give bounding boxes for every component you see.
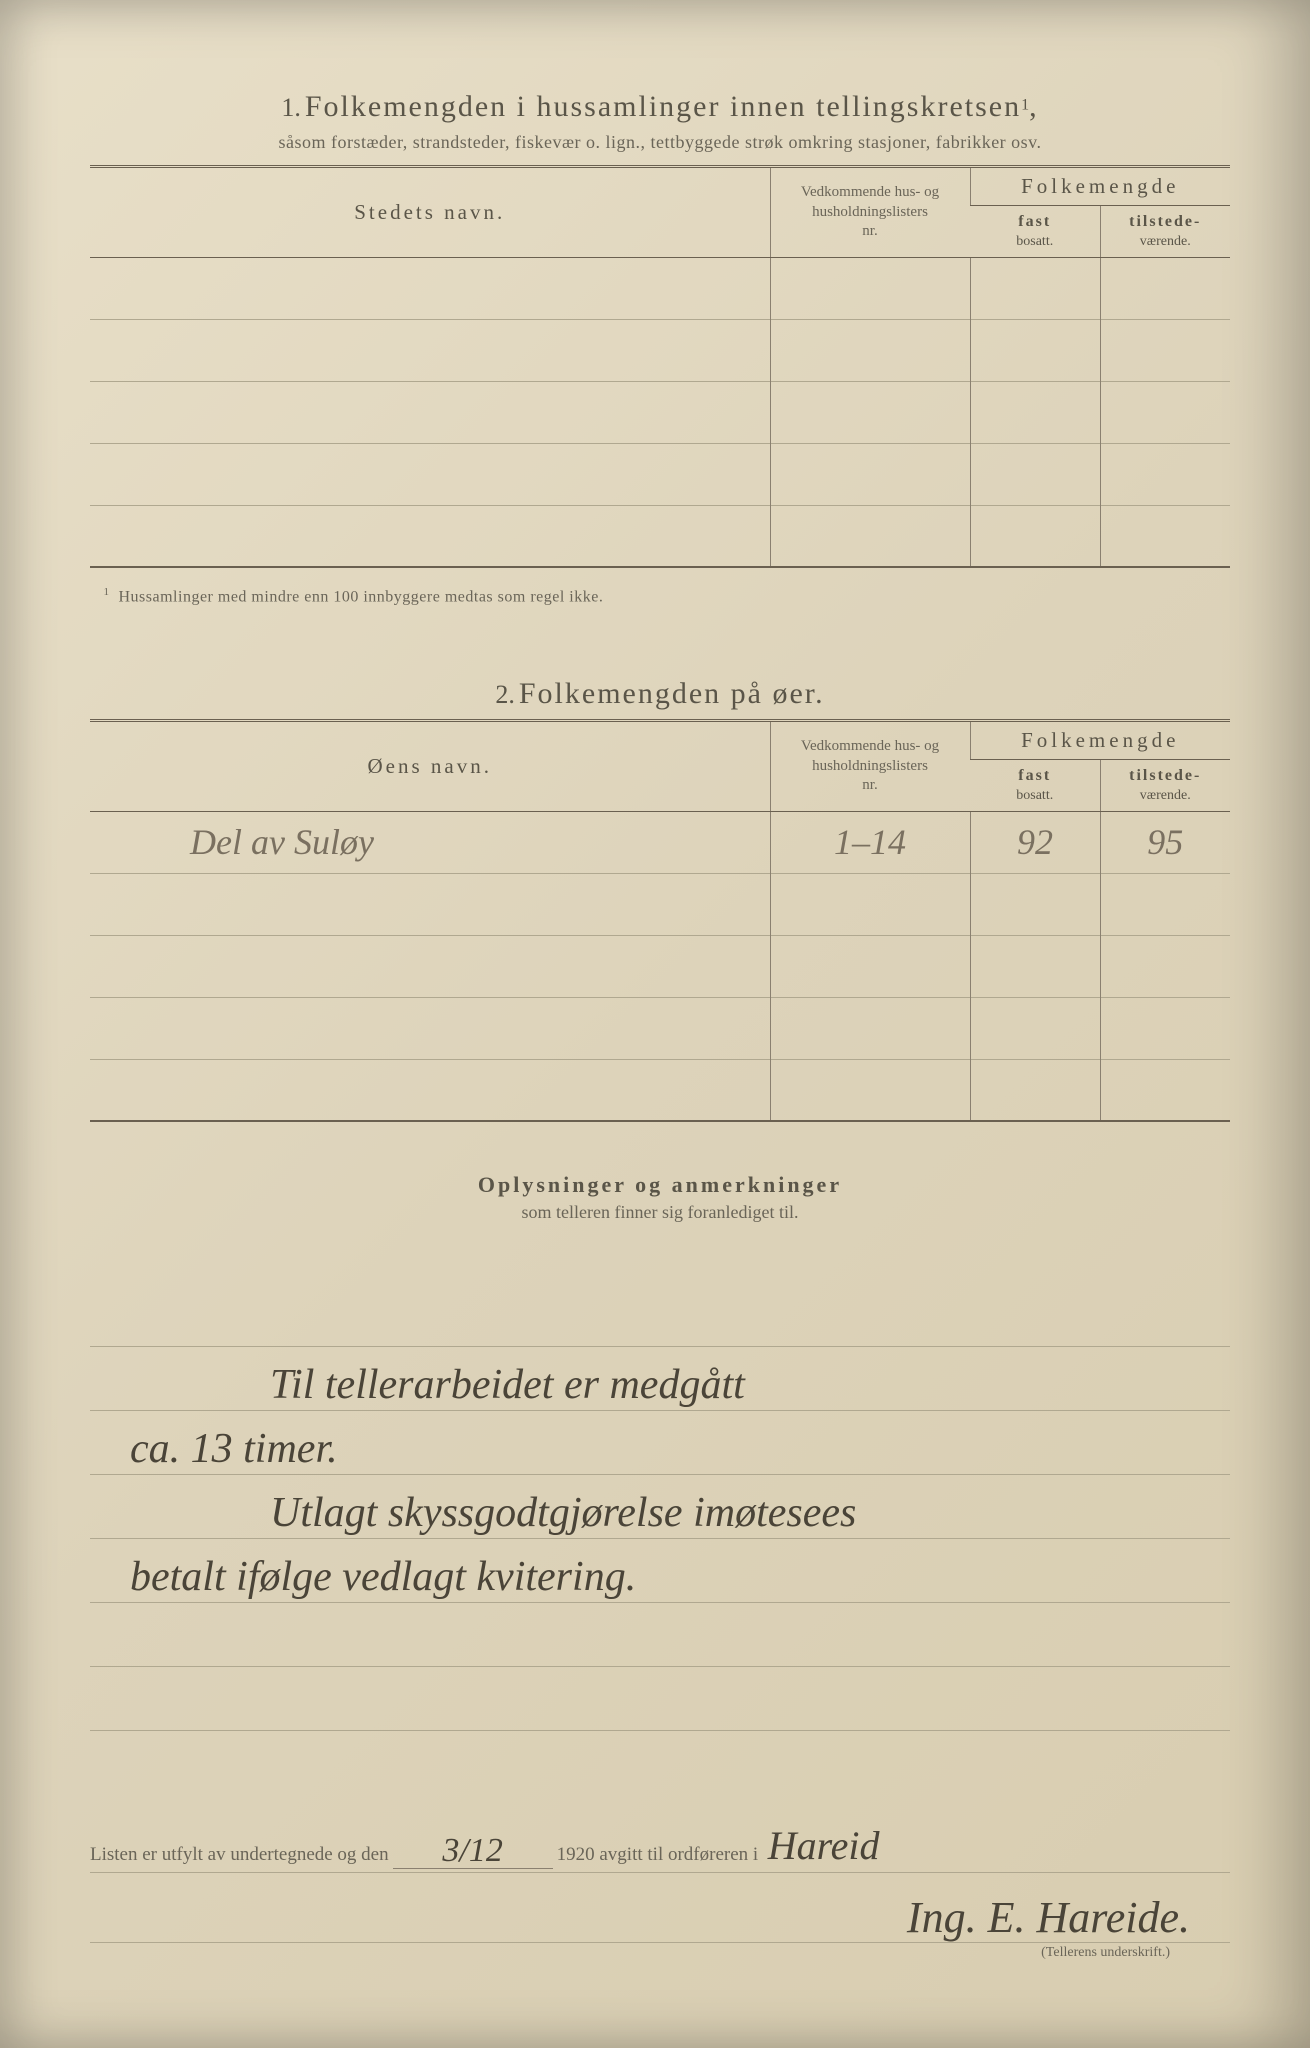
tilstede-sub: værende. <box>1140 234 1191 249</box>
fast2-label: fast <box>1018 767 1051 784</box>
section2-title: 2. Folkemengden på øer. <box>90 677 1230 711</box>
tilstede2-label: tilstede- <box>1129 767 1201 784</box>
table-row <box>90 1059 1230 1121</box>
signature: Ing. E. Hareide. <box>907 1896 1230 1940</box>
signature-caption: (Tellerens underskrift.) <box>90 1945 1230 1961</box>
col-vedkommende: Vedkommende hus- og husholdningslisters … <box>770 167 970 258</box>
section1-table: Stedets navn. Vedkommende hus- og hushol… <box>90 165 1230 568</box>
tilstede-label: tilstede- <box>1129 213 1201 230</box>
section1-title: 1. Folkemengden i hussamlinger innen tel… <box>90 90 1230 124</box>
section1-num: 1. <box>281 93 301 122</box>
col-fast: fast bosatt. <box>970 206 1100 258</box>
ruled-line <box>90 1667 1230 1731</box>
footnote-text: Hussamlinger med mindre enn 100 innbygge… <box>119 589 604 606</box>
table-row <box>90 505 1230 567</box>
remark-line-4: betalt ifølge vedlagt kvitering. <box>130 1556 636 1598</box>
table-row <box>90 935 1230 997</box>
vedk-l2: husholdningslisters <box>812 204 928 220</box>
footer-line: Listen er utfylt av undertegnede og den … <box>90 1803 1230 1873</box>
vedk-l1: Vedkommende hus- og <box>801 184 939 200</box>
signature-row: Ing. E. Hareide. <box>90 1873 1230 1943</box>
table-row <box>90 319 1230 381</box>
ruled-line <box>90 1603 1230 1667</box>
row-nr: 1–14 <box>770 811 970 873</box>
section1-comma: , <box>1029 90 1039 123</box>
col-fast2: fast bosatt. <box>970 759 1100 811</box>
document-page: 1. Folkemengden i hussamlinger innen tel… <box>0 0 1310 2048</box>
footer-text1: Listen er utfylt av undertegnede og den <box>90 1844 389 1866</box>
fast-sub: bosatt. <box>1016 234 1053 249</box>
remark-line-2: ca. 13 timer. <box>130 1428 338 1470</box>
section2: 2. Folkemengden på øer. Øens navn. Vedko… <box>90 677 1230 1122</box>
fast-label: fast <box>1018 213 1051 230</box>
section2-num: 2. <box>495 680 515 709</box>
remark-line-3: Utlagt skyssgodtgjørelse imøtesees <box>270 1492 856 1534</box>
ruled-line <box>90 1283 1230 1347</box>
table-row <box>90 997 1230 1059</box>
col-stedets-navn: Stedets navn. <box>90 167 770 258</box>
ruled-line: betalt ifølge vedlagt kvitering. <box>90 1539 1230 1603</box>
ruled-line: Til tellerarbeidet er medgått <box>90 1347 1230 1411</box>
remarks-subtitle: som telleren finner sig foranlediget til… <box>90 1202 1230 1223</box>
col-oens-navn: Øens navn. <box>90 720 770 811</box>
remarks-title: Oplysninger og anmerkninger <box>90 1172 1230 1198</box>
table-row: Del av Suløy 1–14 92 95 <box>90 811 1230 873</box>
section2-heading: Folkemengden på øer. <box>519 677 825 710</box>
remarks-area: Til tellerarbeidet er medgått ca. 13 tim… <box>90 1283 1230 1803</box>
section2-table: Øens navn. Vedkommende hus- og husholdni… <box>90 719 1230 1122</box>
footer-place: Hareid <box>768 1826 880 1866</box>
section1-subtitle: såsom forstæder, strandsteder, fiskevær … <box>90 132 1230 153</box>
vedk2-l1: Vedkommende hus- og <box>801 738 939 754</box>
tilstede2-sub: værende. <box>1140 788 1191 803</box>
ruled-line: ca. 13 timer. <box>90 1411 1230 1475</box>
col-vedkommende2: Vedkommende hus- og husholdningslisters … <box>770 720 970 811</box>
footer-text2: 1920 avgitt til ordføreren i <box>557 1844 759 1866</box>
col-tilstede2: tilstede- værende. <box>1100 759 1230 811</box>
vedk2-l3: nr. <box>862 777 877 793</box>
footnote-sup: 1 <box>104 586 110 598</box>
table-row <box>90 443 1230 505</box>
col-tilstede: tilstede- værende. <box>1100 206 1230 258</box>
vedk-l3: nr. <box>862 223 877 239</box>
ruled-line: Utlagt skyssgodtgjørelse imøtesees <box>90 1475 1230 1539</box>
section1-body <box>90 257 1230 567</box>
fast2-sub: bosatt. <box>1016 788 1053 803</box>
table-row <box>90 873 1230 935</box>
section1-heading: Folkemengden i hussamlinger innen tellin… <box>305 90 1021 123</box>
row-name: Del av Suløy <box>90 811 770 873</box>
section1-footnote: 1 Hussamlinger med mindre enn 100 innbyg… <box>90 580 1230 606</box>
remark-line-1: Til tellerarbeidet er medgått <box>270 1364 745 1406</box>
section1-sup: 1 <box>1021 97 1029 114</box>
col-folkemengde2: Folkemengde <box>970 720 1230 759</box>
col-folkemengde: Folkemengde <box>970 167 1230 206</box>
row-tilstede: 95 <box>1100 811 1230 873</box>
row-fast: 92 <box>970 811 1100 873</box>
table-row <box>90 381 1230 443</box>
section2-body: Del av Suløy 1–14 92 95 <box>90 811 1230 1121</box>
vedk2-l2: husholdningslisters <box>812 758 928 774</box>
footer-date: 3/12 <box>393 1834 553 1869</box>
table-row <box>90 257 1230 319</box>
